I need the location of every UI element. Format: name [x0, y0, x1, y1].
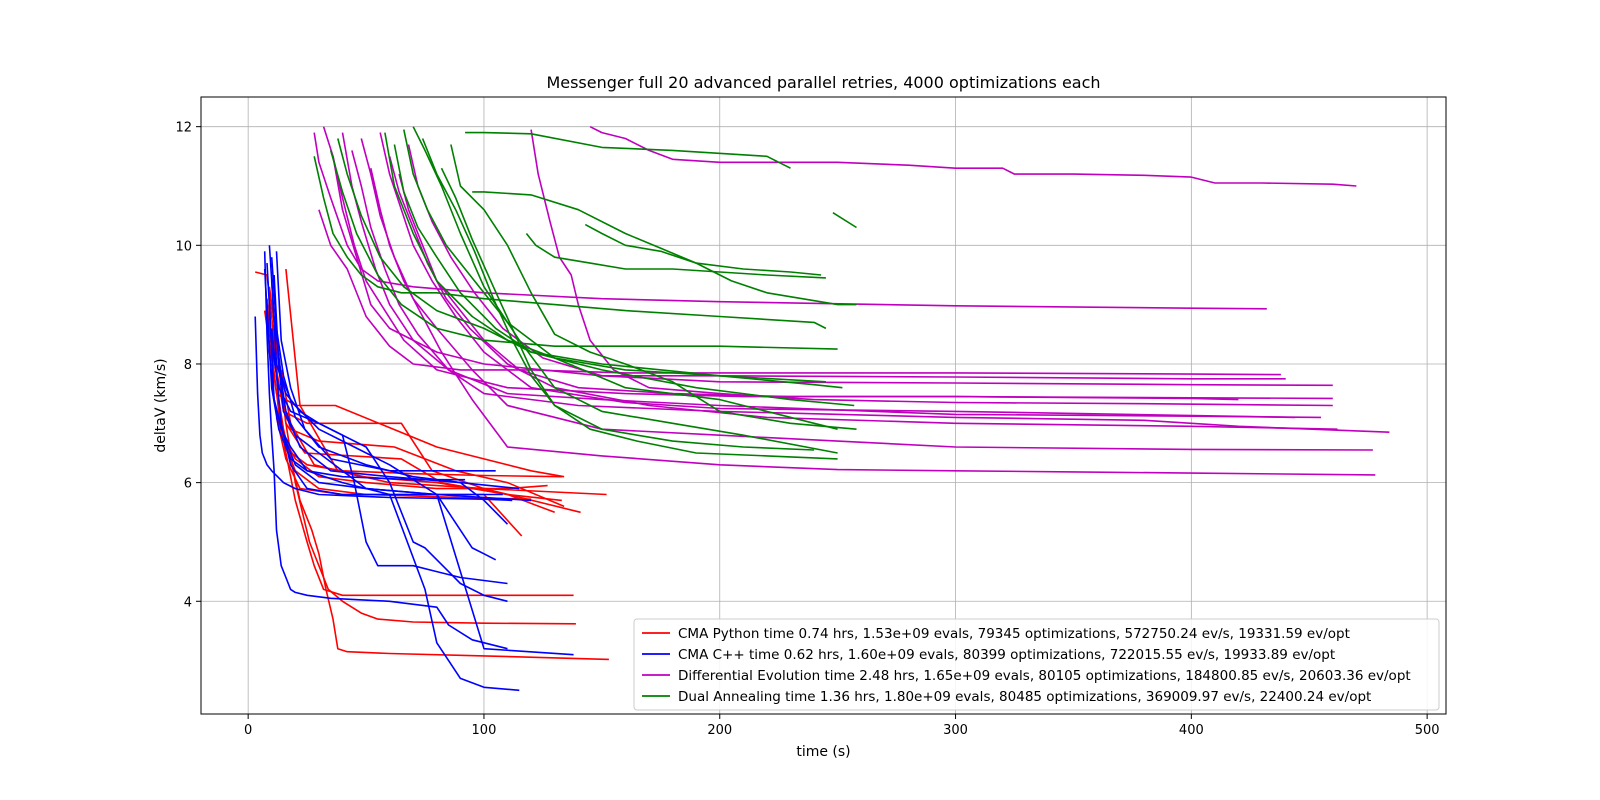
series-3-run-7 [351, 150, 1390, 433]
series-3 [313, 125, 1390, 476]
y-tick-label: 4 [184, 595, 192, 610]
series-lines [254, 125, 1390, 692]
series-2-run-6 [270, 280, 497, 561]
chart-title: Messenger full 20 advanced parallel retr… [546, 73, 1100, 92]
legend-entry: CMA Python time 0.74 hrs, 1.53e+09 evals… [678, 626, 1350, 642]
legend-entry: Differential Evolution time 2.48 hrs, 1.… [678, 668, 1411, 684]
axis-ticks: 0 100 200 300 400 500 4 6 8 10 12 [175, 121, 1439, 738]
series-2-run-9 [266, 304, 466, 481]
series-1-run-7 [275, 375, 565, 508]
series-4-run-4 [329, 150, 838, 350]
x-axis-label: time (s) [796, 744, 850, 760]
legend-entry: CMA C++ time 0.62 hrs, 1.60e+09 evals, 8… [678, 647, 1335, 663]
series-1-run-9 [285, 268, 607, 496]
series-2-run-10 [275, 251, 496, 472]
y-tick-label: 10 [175, 239, 192, 254]
series-4-run-11 [440, 167, 838, 460]
y-tick-label: 12 [175, 121, 192, 136]
series-3-run-8 [360, 138, 1373, 451]
x-tick-label: 300 [943, 723, 968, 738]
series-3-run-1 [589, 125, 1357, 187]
series-2-run-5 [268, 245, 508, 603]
series-4-run-1 [465, 131, 791, 169]
legend-box [633, 618, 1440, 711]
legend: CMA Python time 0.74 hrs, 1.53e+09 evals… [633, 618, 1440, 711]
series-1-run-2 [266, 298, 574, 597]
series-3-run-11 [388, 156, 1338, 430]
series-3-run-2 [313, 132, 1267, 310]
series-1-run-11 [278, 428, 548, 490]
series-1-run-12 [283, 446, 562, 478]
series-2-run-13 [270, 328, 503, 496]
series-1-run-4 [263, 310, 565, 478]
x-tick-label: 100 [472, 723, 497, 738]
plot-frame [200, 96, 1447, 715]
series-4-run-5 [337, 138, 826, 383]
grid-lines [201, 97, 1446, 714]
series-2 [254, 245, 574, 692]
series-4 [313, 126, 857, 460]
series-4-run-13 [525, 233, 826, 279]
x-tick-label: 400 [1179, 723, 1204, 738]
series-3-run-4 [322, 126, 1333, 387]
series-2-run-12 [278, 363, 574, 656]
series-2-run-7 [270, 257, 509, 525]
series-4-run-10 [421, 138, 815, 451]
series-3-run-14 [530, 129, 1333, 407]
y-tick-label: 6 [184, 477, 192, 492]
series-4-run-12 [450, 144, 857, 430]
series-4-run-14 [472, 191, 857, 306]
legend-entry: Dual Annealing time 1.36 hrs, 1.80e+09 e… [678, 689, 1371, 705]
y-axis-label: deltaV (km/s) [153, 358, 169, 452]
series-3-run-9 [370, 168, 1376, 476]
series-2-run-1 [254, 316, 513, 502]
series-4-run-3 [313, 156, 827, 330]
x-tick-label: 500 [1415, 723, 1440, 738]
series-4-run-7 [393, 144, 855, 407]
x-tick-label: 200 [707, 723, 732, 738]
series-3-run-3 [318, 209, 1281, 376]
plot-area [201, 97, 1446, 714]
x-tick-label: 0 [244, 723, 252, 738]
series-2-run-2 [263, 251, 508, 650]
series-3-run-12 [398, 173, 1239, 401]
y-tick-label: 8 [184, 358, 192, 373]
series-4-run-15 [584, 223, 822, 276]
series-4-run-6 [384, 132, 843, 389]
series-4-run-2 [832, 212, 857, 229]
